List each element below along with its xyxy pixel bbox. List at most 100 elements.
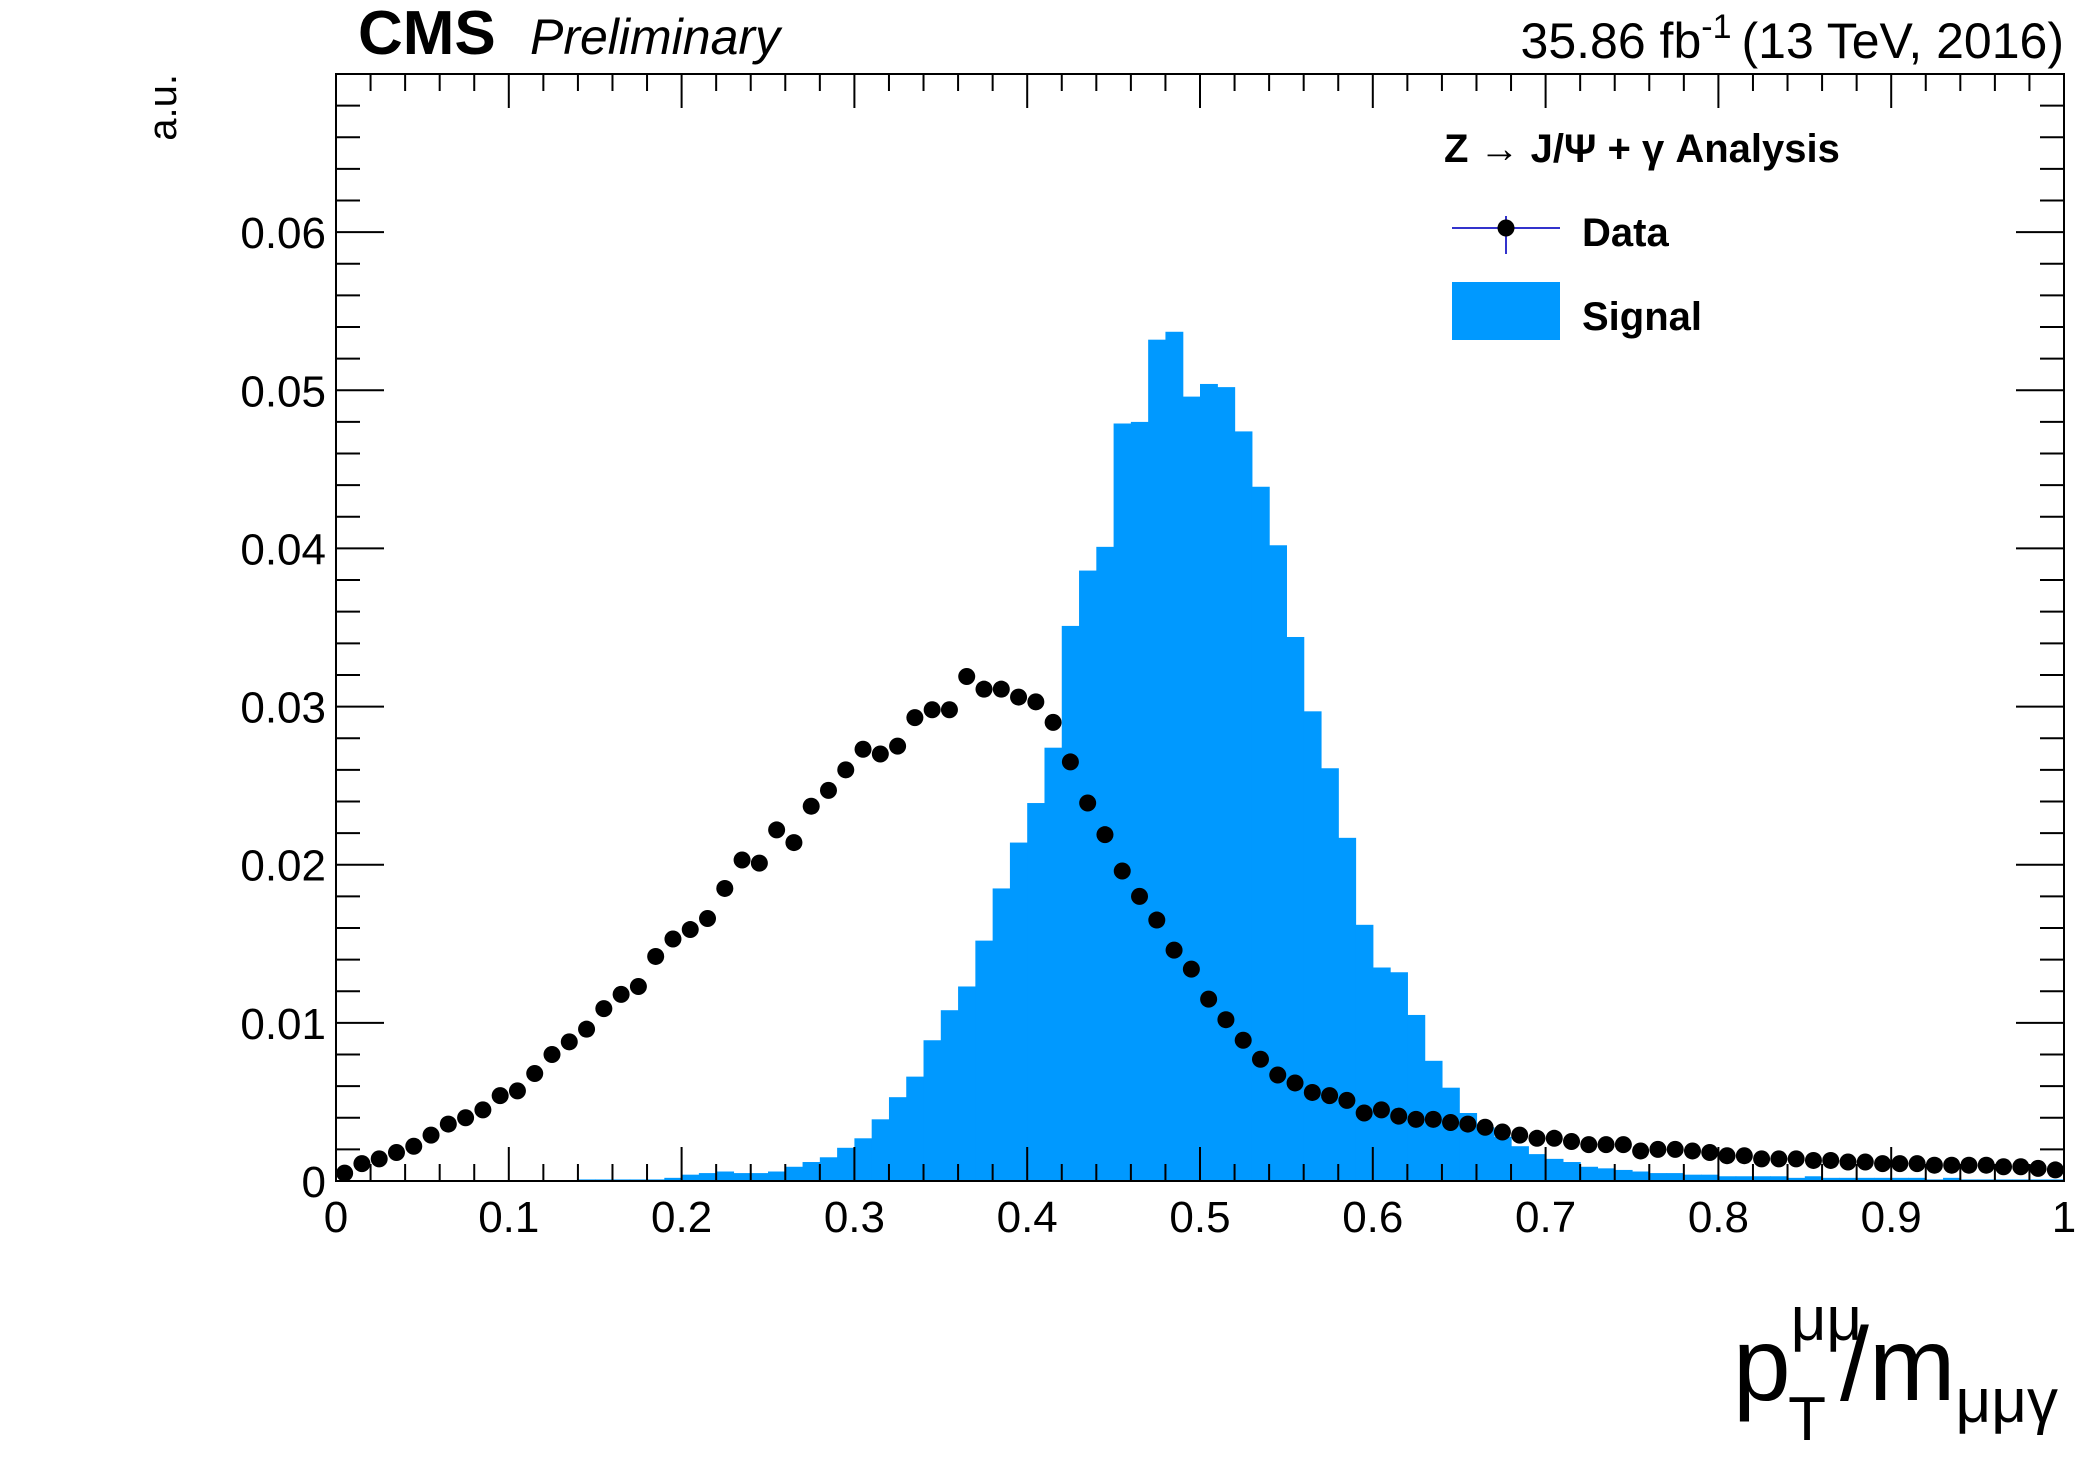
data-point xyxy=(889,737,907,755)
lumi-value: 35.86 fb xyxy=(1521,13,1702,69)
x-tick-label: 0.4 xyxy=(997,1193,1058,1242)
data-point xyxy=(1995,1158,2013,1176)
signal-bar xyxy=(1251,486,1270,1181)
signal-bar xyxy=(1718,1176,1737,1181)
data-point xyxy=(1407,1110,1425,1128)
data-point xyxy=(1908,1155,1926,1173)
data-point xyxy=(1010,688,1028,706)
signal-bar xyxy=(1390,972,1408,1181)
x-axis-label-sub: T xyxy=(1788,1385,1826,1454)
x-tick-label: 0.7 xyxy=(1515,1193,1576,1242)
data-point xyxy=(975,680,993,698)
x-axis-label: pμμ T/mμμγ xyxy=(1733,1285,2058,1454)
signal-bar xyxy=(1320,768,1339,1181)
data-point xyxy=(1372,1101,1390,1119)
signal-bar xyxy=(819,1157,838,1181)
data-point xyxy=(353,1155,371,1173)
y-tick-label: 0.05 xyxy=(240,367,326,416)
data-point xyxy=(1856,1153,1874,1171)
x-tick-label: 0.3 xyxy=(824,1193,885,1242)
data-point xyxy=(733,851,751,869)
data-point xyxy=(1286,1074,1304,1092)
legend-entry-signal: Signal xyxy=(1582,295,1702,339)
signal-bar xyxy=(854,1138,873,1181)
signal-bar xyxy=(1856,1177,1875,1181)
data-point xyxy=(1217,1011,1235,1029)
data-point xyxy=(370,1150,388,1168)
signal-bar xyxy=(1476,1127,1495,1181)
data-point xyxy=(1182,960,1200,978)
data-point xyxy=(837,761,855,779)
data-point xyxy=(1096,826,1114,844)
data-point xyxy=(612,985,630,1003)
legend: Z → J/Ψ + γ Analysis Data Signal xyxy=(1444,127,1840,340)
x-tick-label: 0.8 xyxy=(1688,1193,1749,1242)
data-point xyxy=(1804,1151,1822,1169)
signal-bar xyxy=(1666,1173,1685,1181)
signal-bar xyxy=(1338,837,1357,1181)
x-tick-label: 1 xyxy=(2052,1193,2076,1242)
data-point xyxy=(2029,1159,2047,1177)
signal-bar xyxy=(681,1174,700,1181)
signal-bar xyxy=(1562,1162,1581,1181)
data-point xyxy=(595,1000,613,1018)
data-point xyxy=(1874,1155,1892,1173)
data-point xyxy=(750,854,768,872)
signal-bar xyxy=(1493,1136,1512,1181)
signal-bar xyxy=(992,888,1011,1181)
data-point xyxy=(1528,1129,1546,1147)
legend-title: Z → J/Ψ + γ Analysis xyxy=(1444,127,1840,171)
data-point xyxy=(923,701,941,719)
legend-entry-data: Data xyxy=(1582,211,1669,255)
signal-bar xyxy=(750,1173,769,1181)
x-axis-label-sup: μμ xyxy=(1791,1285,1862,1354)
data-point xyxy=(1390,1107,1408,1125)
data-point xyxy=(1251,1050,1269,1068)
data-point xyxy=(1822,1151,1840,1169)
data-point xyxy=(1321,1087,1339,1105)
data-point xyxy=(1355,1104,1373,1122)
x-tick-label: 0.2 xyxy=(651,1193,712,1242)
signal-bar xyxy=(923,1040,942,1181)
signal-bar xyxy=(1061,625,1080,1181)
signal-bar xyxy=(1286,636,1305,1181)
data-point xyxy=(785,834,803,852)
signal-bar xyxy=(1787,1177,1806,1181)
data-point xyxy=(1269,1066,1287,1084)
signal-bar xyxy=(1822,1177,1840,1181)
energy-label: (13 TeV, 2016) xyxy=(1742,13,2065,69)
data-point xyxy=(1649,1140,1667,1158)
data-point xyxy=(457,1109,475,1127)
data-point xyxy=(664,930,682,948)
data-point xyxy=(1044,713,1062,731)
data-point xyxy=(699,909,717,927)
data-point xyxy=(1234,1031,1252,1049)
signal-bar xyxy=(716,1171,735,1181)
signal-bar xyxy=(1079,570,1097,1181)
data-point xyxy=(629,977,647,995)
y-tick-label: 0.03 xyxy=(240,684,326,733)
plot-frame xyxy=(335,73,2065,1182)
data-point xyxy=(992,680,1010,698)
x-tick-labels: 0 0.1 0.2 0.3 0.4 0.5 0.6 0.7 0.8 0.9 1 xyxy=(324,1193,2076,1242)
x-tick-label: 0.5 xyxy=(1169,1193,1230,1242)
data-points xyxy=(336,668,2064,1182)
x-tick-label: 0.9 xyxy=(1861,1193,1922,1242)
data-point xyxy=(802,797,820,815)
data-point xyxy=(819,781,837,799)
data-point xyxy=(1666,1140,1684,1158)
legend-signal-swatch xyxy=(1452,282,1560,340)
data-point xyxy=(1511,1126,1529,1144)
data-point xyxy=(2012,1158,2030,1176)
signal-bar xyxy=(1027,803,1046,1181)
data-point xyxy=(681,921,699,939)
signal-bar xyxy=(1597,1168,1616,1181)
signal-bar xyxy=(1441,1087,1460,1181)
legend-data-marker xyxy=(1497,219,1515,237)
data-point xyxy=(1960,1156,1978,1174)
data-point xyxy=(1977,1156,1995,1174)
data-point xyxy=(1891,1155,1909,1173)
x-axis-label-slash: /m xyxy=(1840,1307,1956,1423)
data-point xyxy=(1632,1142,1650,1160)
data-point xyxy=(871,745,889,763)
